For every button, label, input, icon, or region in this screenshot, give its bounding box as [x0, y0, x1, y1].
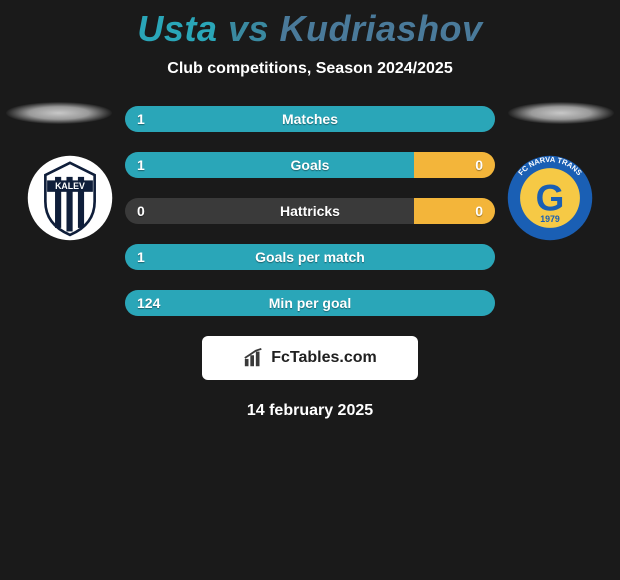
badge-year: 1979	[540, 214, 560, 224]
bar-label: Goals per match	[125, 244, 495, 270]
stat-row: 1Matches	[125, 106, 495, 132]
badge-shadow-left	[6, 102, 112, 124]
badge-g: G	[536, 177, 565, 218]
main-area: KALEV FC NARVA TRANS G 1979 1Matches 10Go…	[0, 102, 620, 316]
bar-label: Min per goal	[125, 290, 495, 316]
kalev-badge: KALEV	[26, 154, 114, 242]
bar-label: Matches	[125, 106, 495, 132]
narva-trans-badge: FC NARVA TRANS G 1979	[506, 154, 594, 242]
date: 14 february 2025	[0, 402, 620, 420]
title-vs: vs	[228, 8, 269, 49]
logo-text: FcTables.com	[271, 349, 377, 367]
subtitle: Club competitions, Season 2024/2025	[0, 60, 620, 78]
stat-row: 00Hattricks	[125, 198, 495, 224]
stat-row: 124Min per goal	[125, 290, 495, 316]
title-left: Usta	[137, 8, 217, 49]
bar-label: Hattricks	[125, 198, 495, 224]
page-title: Usta vs Kudriashov	[0, 0, 620, 50]
chart-icon	[243, 347, 265, 369]
title-right: Kudriashov	[280, 8, 483, 49]
stat-row: 1Goals per match	[125, 244, 495, 270]
bar-label: Goals	[125, 152, 495, 178]
fctables-logo: FcTables.com	[202, 336, 418, 380]
stat-row: 10Goals	[125, 152, 495, 178]
badge-shadow-right	[508, 102, 614, 124]
stat-bars: 1Matches 10Goals 00Hattricks 1Goals per mat…	[125, 102, 495, 316]
badge-name-text: KALEV	[55, 181, 85, 191]
